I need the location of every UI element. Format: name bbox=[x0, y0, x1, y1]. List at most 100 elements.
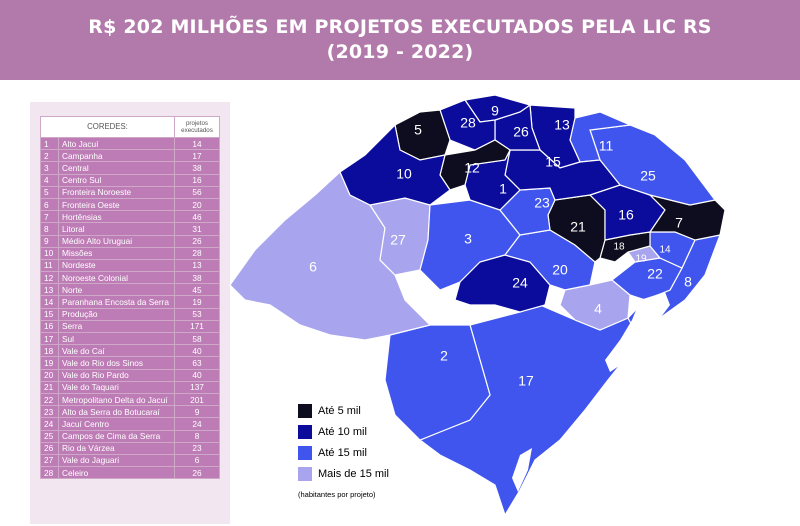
legend-label: Até 5 mil bbox=[318, 404, 361, 417]
table-row: 26 Rio da Várzea 23 bbox=[40, 441, 220, 455]
region-label-25: 25 bbox=[640, 168, 656, 184]
region-2-campanha bbox=[384, 324, 491, 441]
row-projetos-value: 17 bbox=[174, 149, 220, 163]
row-corede-name: Alto da Serra do Botucaraí bbox=[58, 405, 175, 419]
region-10-missoes bbox=[339, 123, 451, 206]
legend-label: Mais de 15 mil bbox=[318, 467, 389, 480]
row-projetos-value: 137 bbox=[174, 380, 220, 394]
region-label-6: 6 bbox=[309, 259, 317, 275]
legend-item: Mais de 15 mil bbox=[298, 463, 389, 484]
legend-swatch bbox=[298, 466, 312, 481]
table-row: 10 Missões 28 bbox=[40, 246, 220, 260]
table-row: 14 Paranhana Encosta da Serra 19 bbox=[40, 295, 220, 309]
region-label-1: 1 bbox=[499, 181, 507, 197]
table-row: 3 Central 38 bbox=[40, 161, 220, 175]
title-line-2: (2019 - 2022) bbox=[326, 41, 474, 63]
table-row: 25 Campos de Cima da Serra 8 bbox=[40, 429, 220, 443]
table-row: 24 Jacuí Centro 24 bbox=[40, 417, 220, 431]
row-corede-name: Celeiro bbox=[58, 466, 175, 480]
region-label-5: 5 bbox=[414, 122, 422, 138]
region-label-16: 16 bbox=[618, 207, 634, 223]
region-label-13: 13 bbox=[554, 117, 570, 133]
row-projetos-value: 38 bbox=[174, 271, 220, 285]
region-label-26: 26 bbox=[513, 124, 529, 140]
row-corede-name: Alto Jacuí bbox=[58, 136, 175, 151]
table-header-row: COREDES: projetos executados bbox=[40, 116, 220, 138]
row-corede-name: Vale do Rio dos Sinos bbox=[58, 356, 175, 370]
region-label-8: 8 bbox=[684, 274, 692, 290]
row-projetos-value: 63 bbox=[174, 356, 220, 370]
row-corede-name: Rio da Várzea bbox=[58, 441, 175, 455]
region-label-21: 21 bbox=[570, 219, 586, 235]
table-row: 22 Metropolitano Delta do Jacuí 201 bbox=[40, 392, 220, 407]
table-row: 7 Hortênsias 46 bbox=[40, 210, 220, 224]
table-row: 19 Vale do Rio dos Sinos 63 bbox=[40, 356, 220, 370]
region-label-10: 10 bbox=[396, 166, 412, 182]
row-corede-name: Litoral bbox=[58, 222, 175, 236]
row-number: 23 bbox=[40, 405, 59, 419]
row-number: 4 bbox=[40, 173, 59, 187]
row-projetos-value: 6 bbox=[174, 453, 220, 468]
row-projetos-value: 20 bbox=[174, 197, 220, 212]
region-label-3: 3 bbox=[464, 231, 472, 247]
title-line-1: R$ 202 MILHÕES EM PROJETOS EXECUTADOS PE… bbox=[88, 16, 712, 38]
row-corede-name: Nordeste bbox=[58, 258, 175, 273]
row-number: 12 bbox=[40, 271, 59, 285]
row-projetos-value: 8 bbox=[174, 429, 220, 443]
legend-note: (habitantes por projeto) bbox=[298, 490, 376, 499]
row-corede-name: Central bbox=[58, 161, 175, 175]
row-projetos-value: 38 bbox=[174, 161, 220, 175]
row-corede-name: Norte bbox=[58, 283, 175, 297]
region-label-19: 19 bbox=[635, 254, 647, 265]
title-banner: R$ 202 MILHÕES EM PROJETOS EXECUTADOS PE… bbox=[0, 0, 800, 80]
region-label-17: 17 bbox=[518, 373, 534, 389]
row-number: 6 bbox=[40, 197, 59, 212]
legend-swatch bbox=[298, 424, 312, 439]
table-row: 8 Litoral 31 bbox=[40, 222, 220, 236]
row-corede-name: Fronteira Noroeste bbox=[58, 185, 175, 199]
row-projetos-value: 46 bbox=[174, 210, 220, 224]
col-projetos-header: projetos executados bbox=[174, 116, 220, 138]
row-number: 26 bbox=[40, 441, 59, 455]
table-row: 18 Vale do Caí 40 bbox=[40, 344, 220, 358]
region-24-jacui-centro bbox=[454, 254, 551, 313]
row-projetos-value: 26 bbox=[174, 466, 220, 480]
legend-item: Até 5 mil bbox=[298, 400, 389, 421]
lagoa-mirim bbox=[512, 448, 532, 492]
table-row: 28 Celeiro 26 bbox=[40, 466, 220, 480]
row-number: 5 bbox=[40, 185, 59, 199]
region-label-27: 27 bbox=[390, 232, 406, 248]
region-label-23: 23 bbox=[534, 195, 550, 211]
region-label-14: 14 bbox=[659, 245, 671, 256]
table-row: 6 Fronteira Oeste 20 bbox=[40, 197, 220, 212]
table-row: 23 Alto da Serra do Botucaraí 9 bbox=[40, 405, 220, 419]
row-projetos-value: 9 bbox=[174, 405, 220, 419]
table-row: 16 Serra 171 bbox=[40, 319, 220, 334]
legend-swatch bbox=[298, 445, 312, 460]
row-corede-name: Metropolitano Delta do Jacuí bbox=[58, 392, 175, 407]
row-number: 20 bbox=[40, 368, 59, 382]
region-label-12: 12 bbox=[464, 160, 480, 176]
row-number: 28 bbox=[40, 466, 59, 480]
region-label-4: 4 bbox=[594, 301, 602, 317]
row-number: 19 bbox=[40, 356, 59, 370]
table-row: 12 Noroeste Colonial 38 bbox=[40, 271, 220, 285]
table-row: 27 Vale do Jaguari 6 bbox=[40, 453, 220, 468]
region-label-28: 28 bbox=[460, 115, 476, 131]
row-corede-name: Fronteira Oeste bbox=[58, 197, 175, 212]
legend-item: Até 15 mil bbox=[298, 442, 389, 463]
region-label-2: 2 bbox=[440, 348, 448, 364]
table-row: 13 Norte 45 bbox=[40, 283, 220, 297]
row-corede-name: Vale do Caí bbox=[58, 344, 175, 358]
row-projetos-value: 26 bbox=[174, 234, 220, 248]
row-projetos-value: 40 bbox=[174, 344, 220, 358]
map-legend: Até 5 mil Até 10 mil Até 15 mil Mais de … bbox=[298, 400, 389, 499]
row-number: 11 bbox=[40, 258, 59, 273]
row-projetos-value: 28 bbox=[174, 246, 220, 260]
coredes-table: COREDES: projetos executados 1 Alto Jacuí… bbox=[40, 116, 220, 480]
table-row: 1 Alto Jacuí 14 bbox=[40, 136, 220, 151]
row-corede-name: Produção bbox=[58, 307, 175, 321]
col-corede-header: COREDES: bbox=[40, 116, 175, 138]
table-row: 5 Fronteira Noroeste 56 bbox=[40, 185, 220, 199]
